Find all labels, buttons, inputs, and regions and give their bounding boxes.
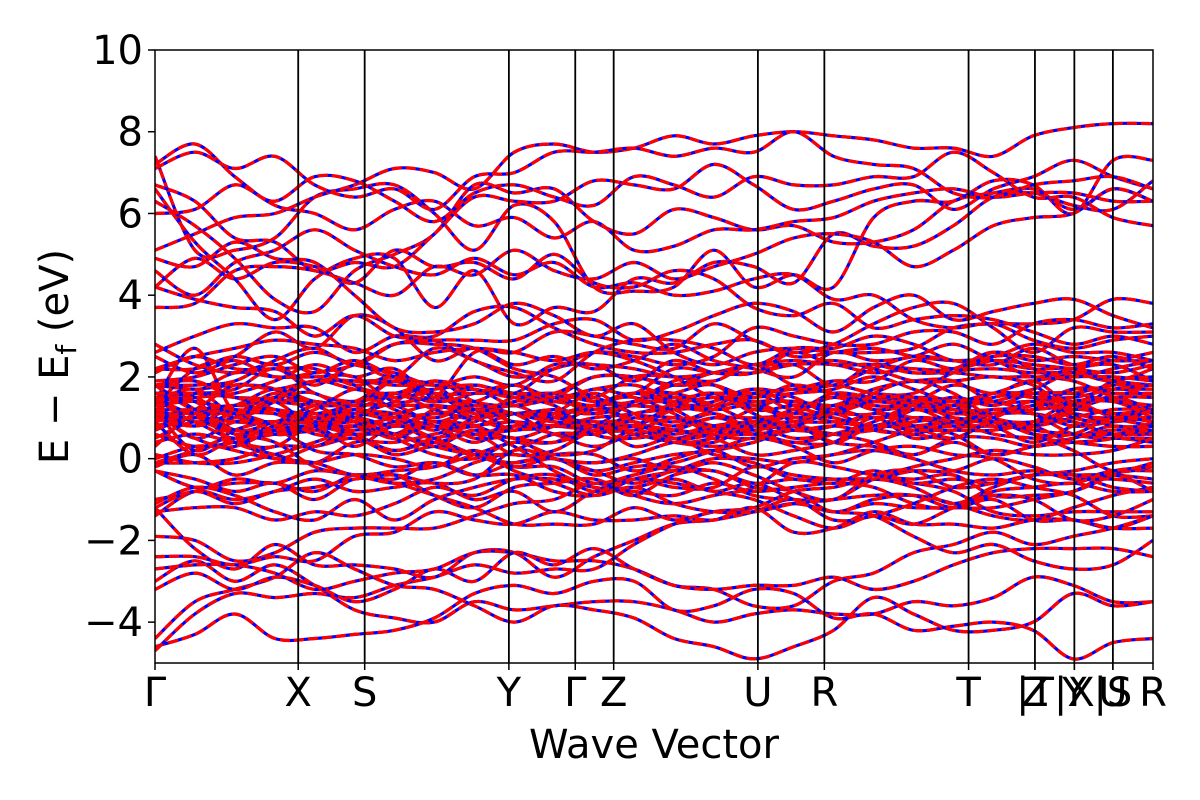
y-tick-label: 6 — [118, 191, 143, 237]
band-line — [155, 409, 1153, 477]
y-tick-label: −4 — [84, 600, 143, 646]
band-line — [155, 448, 1153, 531]
x-tick-label: U — [1098, 670, 1127, 716]
band-line — [155, 350, 1153, 404]
y-tick-label: 4 — [118, 273, 143, 319]
y-tick-label: 8 — [118, 110, 143, 156]
band-line — [155, 142, 1153, 254]
band-line — [155, 130, 1153, 212]
band-line — [155, 248, 1153, 346]
band-line — [155, 395, 1153, 485]
y-tick-label: 10 — [92, 28, 143, 74]
x-tick-label: X — [285, 670, 312, 716]
x-tick-label: R — [810, 670, 838, 716]
band-line — [155, 293, 1153, 388]
band-line — [155, 399, 1153, 461]
band-line — [155, 403, 1153, 457]
band-line — [155, 121, 1153, 252]
x-tick-label: T — [955, 670, 981, 716]
x-tick-label: Γ — [564, 670, 587, 716]
y-axis-title-unit: (eV) — [32, 249, 78, 345]
band-line — [155, 476, 1153, 522]
band-line — [155, 395, 1153, 474]
band-line — [155, 240, 1153, 367]
x-tick-label: |S — [1093, 670, 1132, 716]
band-line — [155, 420, 1153, 502]
y-tick-label: 2 — [118, 355, 143, 401]
x-tick-label: U — [743, 670, 772, 716]
band-line-overlay — [155, 577, 1153, 661]
band-line — [155, 358, 1153, 424]
x-tick-label: |T — [1016, 670, 1054, 716]
band-line — [155, 505, 1153, 567]
band-line — [155, 354, 1153, 444]
y-tick-label: −2 — [84, 518, 143, 564]
y-axis-title-subscript: f — [50, 344, 83, 355]
x-axis-title: Wave Vector — [529, 722, 780, 768]
band-line — [155, 577, 1153, 661]
y-axis-title-main: E − E — [32, 355, 78, 465]
band-line — [155, 546, 1153, 604]
band-line — [155, 179, 1153, 327]
band-line — [155, 181, 1153, 315]
y-tick-label: 0 — [118, 437, 143, 483]
plot-frame — [154, 49, 1154, 664]
x-tick-label: Y — [1061, 670, 1087, 716]
band-line — [155, 407, 1153, 457]
y-axis-title: E − Ef (eV) — [32, 249, 83, 464]
x-tick-label: S — [352, 670, 377, 716]
x-tick-label: |X — [1054, 670, 1095, 716]
band-line-overlay — [155, 559, 1153, 625]
band-line — [155, 317, 1153, 387]
band-line — [155, 399, 1153, 465]
band-line — [155, 158, 1153, 273]
band-line — [155, 228, 1153, 350]
band-line — [155, 471, 1153, 652]
band-line — [155, 468, 1153, 563]
band-line — [155, 456, 1153, 518]
band-line — [155, 313, 1153, 407]
band-line — [155, 472, 1153, 530]
x-tick-label: Z — [600, 670, 627, 716]
band-line — [155, 374, 1153, 458]
band-line — [155, 477, 1153, 580]
band-line — [155, 150, 1153, 228]
band-line — [155, 469, 1153, 571]
band-line — [155, 436, 1153, 486]
x-tick-label: Γ — [144, 670, 167, 716]
x-axis-ticks: Γ X S Y Γ Z U R T Z|T Y|X U|S R — [144, 663, 1167, 716]
band-line — [155, 391, 1153, 450]
high-symmetry-lines — [297, 50, 1114, 663]
x-tick-label: Z — [1021, 670, 1048, 716]
band-line — [155, 379, 1153, 436]
x-tick-label: Y — [496, 670, 522, 716]
band-line — [155, 551, 1153, 661]
bands-layer — [155, 121, 1153, 661]
y-axis-ticks: −4 −2 0 2 4 6 8 10 — [84, 28, 155, 646]
x-tick-label: R — [1139, 670, 1167, 716]
